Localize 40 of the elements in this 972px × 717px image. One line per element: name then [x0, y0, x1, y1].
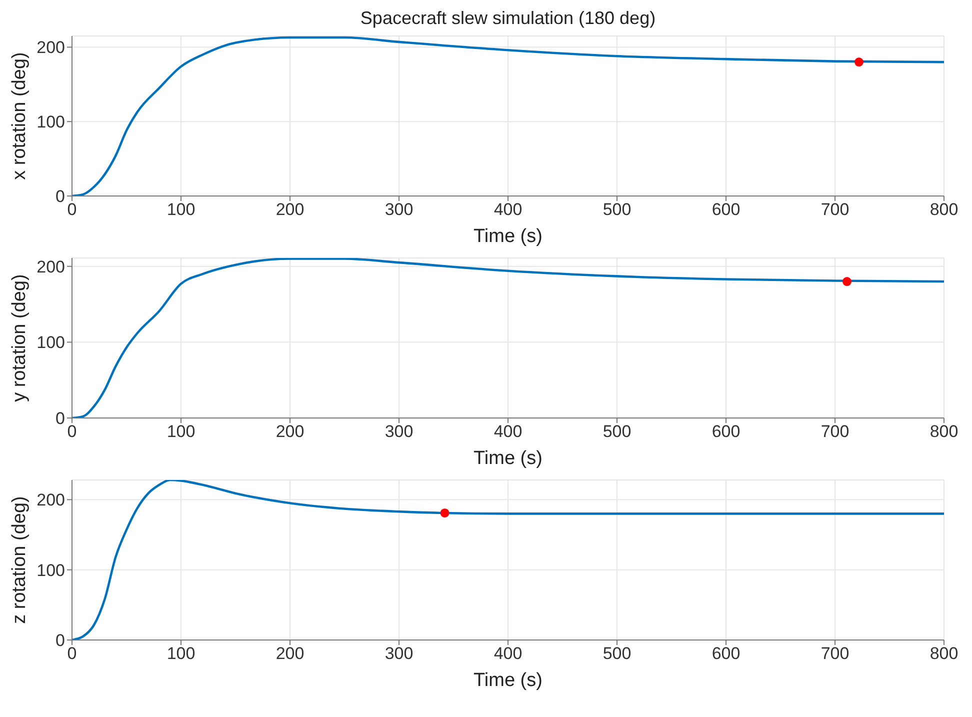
x-tick-label: 400 [494, 644, 522, 664]
y-axis-title: y rotation (deg) [9, 274, 31, 402]
x-tick-label: 200 [276, 644, 304, 664]
x-axis-title: Time (s) [472, 670, 544, 692]
y-tick-label: 100 [36, 560, 65, 580]
y-tick-label: 100 [36, 333, 65, 352]
x-tick-label: 100 [166, 200, 196, 220]
y-axis-title: x rotation (deg) [9, 52, 31, 180]
y-axis-title: z rotation (deg) [9, 496, 31, 624]
y-tick-label: 200 [36, 490, 65, 510]
x-tick-label: 400 [494, 422, 522, 442]
x-tick-label: 500 [602, 644, 632, 664]
x-tick-label: 500 [602, 200, 632, 220]
x-tick-label: 600 [712, 200, 740, 220]
y-tick-label: 0 [56, 409, 65, 428]
y-tick-label: 0 [56, 631, 65, 650]
x-tick-label: 300 [384, 200, 414, 220]
x-tick-label: 300 [384, 422, 414, 442]
x-tick-label: 600 [712, 422, 740, 442]
x-tick-label: 100 [166, 644, 196, 664]
x-tick-label: 600 [712, 644, 740, 664]
y-tick-label: 200 [36, 38, 65, 58]
x-tick-label: 700 [820, 644, 850, 664]
x-tick-label: 200 [276, 200, 304, 220]
x-tick-label: 700 [820, 422, 850, 442]
x-tick-label: 100 [166, 422, 196, 442]
y-tick-label: 0 [56, 187, 65, 206]
x-tick-label: 500 [602, 422, 632, 442]
x-tick-label: 400 [494, 200, 522, 220]
y-tick-label: 100 [36, 112, 65, 132]
x-tick-label: 800 [930, 644, 958, 664]
y-tick-label: 200 [36, 257, 65, 276]
x-tick-label: 200 [276, 422, 304, 442]
chart-title: Spacecraft slew simulation (180 deg) [359, 8, 657, 29]
x-tick-label: 800 [930, 422, 958, 442]
x-axis-title: Time (s) [472, 226, 544, 248]
x-tick-label: 700 [820, 200, 850, 220]
x-tick-label: 800 [930, 200, 958, 220]
x-axis-title: Time (s) [472, 448, 544, 470]
x-tick-label: 300 [384, 644, 414, 664]
